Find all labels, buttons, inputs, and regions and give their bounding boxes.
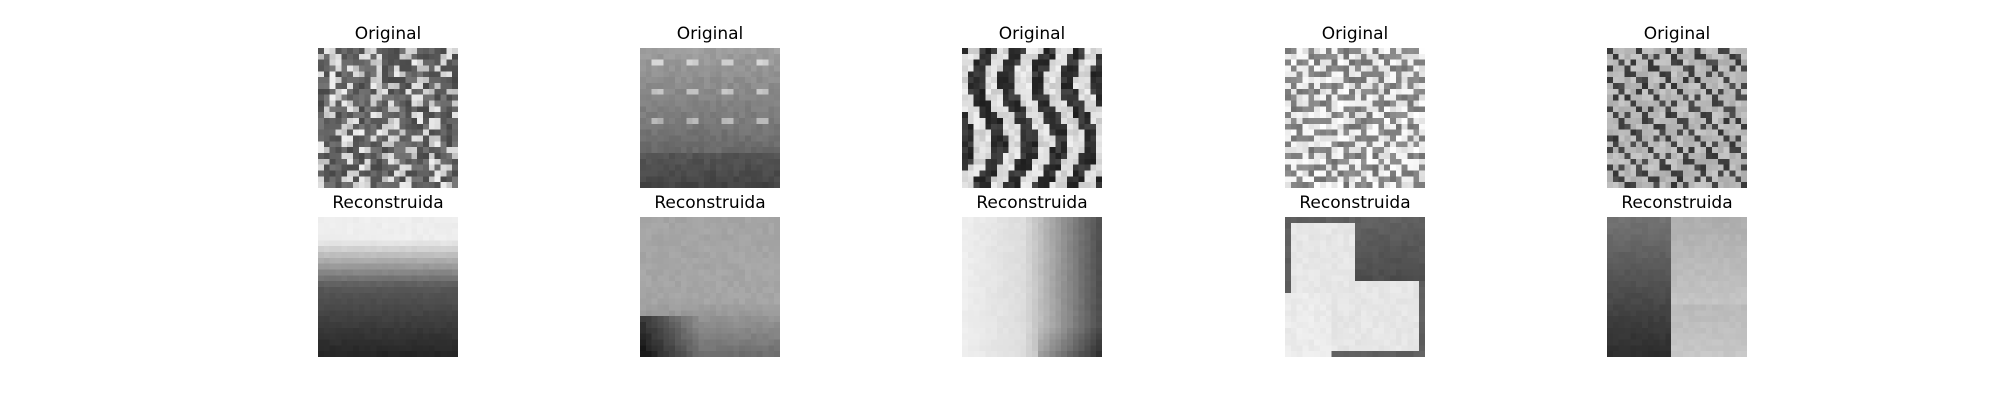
reconstructed-title: Reconstruida — [976, 193, 1088, 213]
original-title: Original — [1643, 24, 1711, 44]
reconstructed-title: Reconstruida — [1621, 193, 1733, 213]
original-title: Original — [998, 24, 1066, 44]
original-title: Original — [1321, 24, 1389, 44]
original-title: Original — [676, 24, 744, 44]
reconstructed-title: Reconstruida — [654, 193, 766, 213]
reconstruction-left-light-right-dark — [962, 217, 1102, 357]
reconstruction-top-light-bottom-dark — [318, 217, 458, 357]
zebra-stripe-texture-grayscale — [962, 48, 1102, 188]
original-title: Original — [354, 24, 422, 44]
reconstructed-title: Reconstruida — [332, 193, 444, 213]
leopard-spot-texture-grayscale — [1607, 48, 1747, 188]
cheetah-spot-texture-grayscale — [318, 48, 458, 188]
reconstruction-dark-left-light-right — [1607, 217, 1747, 357]
blurry-spots-texture-grayscale — [640, 48, 780, 188]
reconstructed-title: Reconstruida — [1299, 193, 1411, 213]
reconstruction-light-center-dark-border — [1285, 217, 1425, 357]
giraffe-pattern-texture-grayscale — [1285, 48, 1425, 188]
reconstruction-light-with-dark-bottom-left — [640, 217, 780, 357]
